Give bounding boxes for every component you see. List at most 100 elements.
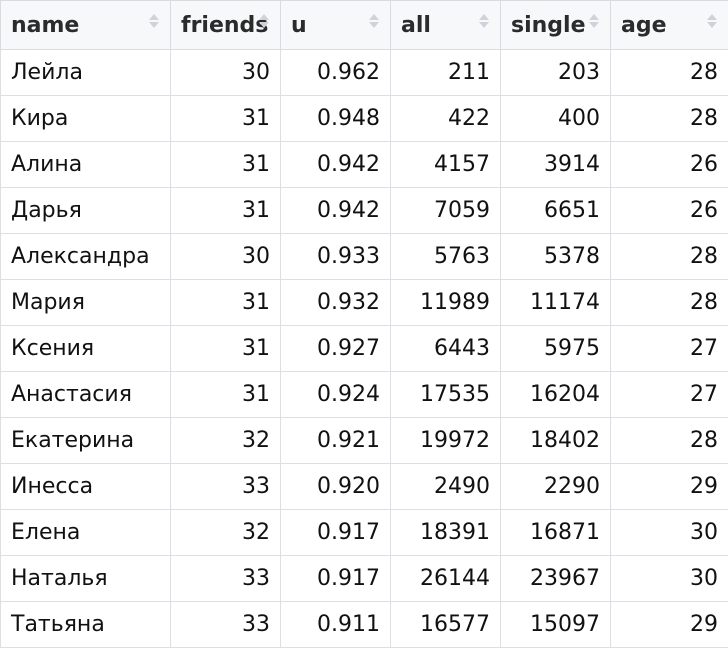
- cell-all: 211: [390, 49, 501, 96]
- cell-single: 2290: [500, 463, 611, 510]
- cell-name: Наталья: [0, 555, 171, 602]
- table-row: Александра 30 0.933 5763 5378 28: [0, 233, 728, 280]
- table-row: Екатерина 32 0.921 19972 18402 28: [0, 417, 728, 464]
- cell-all: 7059: [390, 187, 501, 234]
- cell-name: Алина: [0, 141, 171, 188]
- column-header-name[interactable]: name: [0, 0, 171, 50]
- sort-icon[interactable]: [368, 12, 380, 30]
- cell-single: 400: [500, 95, 611, 142]
- column-header-label: age: [621, 12, 667, 38]
- cell-all: 17535: [390, 371, 501, 418]
- cell-all: 18391: [390, 509, 501, 556]
- table-row: Ксения 31 0.927 6443 5975 27: [0, 325, 728, 372]
- column-header-age[interactable]: age: [610, 0, 728, 50]
- cell-all: 26144: [390, 555, 501, 602]
- sort-ascending-icon: [479, 14, 489, 20]
- cell-friends: 31: [170, 187, 281, 234]
- cell-name: Лейла: [0, 49, 171, 96]
- cell-friends: 32: [170, 417, 281, 464]
- cell-u: 0.917: [280, 509, 391, 556]
- cell-age: 29: [610, 463, 728, 510]
- sort-descending-icon: [259, 22, 269, 28]
- cell-age: 26: [610, 187, 728, 234]
- cell-u: 0.924: [280, 371, 391, 418]
- column-header-all[interactable]: all: [390, 0, 501, 50]
- cell-single: 6651: [500, 187, 611, 234]
- cell-u: 0.917: [280, 555, 391, 602]
- sort-icon[interactable]: [478, 12, 490, 30]
- table-row: Анастасия 31 0.924 17535 16204 27: [0, 371, 728, 418]
- sort-descending-icon: [707, 22, 717, 28]
- sort-descending-icon: [149, 22, 159, 28]
- column-header-label: u: [291, 12, 307, 38]
- column-header-label: single: [511, 12, 586, 38]
- table-row: Татьяна 33 0.911 16577 15097 29: [0, 601, 728, 648]
- column-header-label: friends: [181, 12, 269, 38]
- cell-age: 28: [610, 417, 728, 464]
- sort-icon[interactable]: [706, 12, 718, 30]
- cell-name: Мария: [0, 279, 171, 326]
- cell-friends: 31: [170, 279, 281, 326]
- cell-name: Дарья: [0, 187, 171, 234]
- cell-u: 0.920: [280, 463, 391, 510]
- cell-u: 0.911: [280, 601, 391, 648]
- cell-single: 5378: [500, 233, 611, 280]
- cell-u: 0.942: [280, 141, 391, 188]
- cell-single: 18402: [500, 417, 611, 464]
- sort-icon[interactable]: [258, 12, 270, 30]
- cell-friends: 33: [170, 601, 281, 648]
- cell-single: 16871: [500, 509, 611, 556]
- cell-all: 5763: [390, 233, 501, 280]
- cell-u: 0.942: [280, 187, 391, 234]
- cell-name: Анастасия: [0, 371, 171, 418]
- cell-friends: 31: [170, 95, 281, 142]
- column-header-label: name: [11, 12, 80, 38]
- cell-u: 0.962: [280, 49, 391, 96]
- table-row: Инесса 33 0.920 2490 2290 29: [0, 463, 728, 510]
- table-body: Лейла 30 0.962 211 203 28 Кира 31 0.948 422 400 28 А…: [0, 49, 728, 648]
- cell-friends: 31: [170, 371, 281, 418]
- column-header-friends[interactable]: friends: [170, 0, 281, 50]
- table-row: Кира 31 0.948 422 400 28: [0, 95, 728, 142]
- cell-u: 0.921: [280, 417, 391, 464]
- table-row: Лейла 30 0.962 211 203 28: [0, 49, 728, 96]
- table-row: Мария 31 0.932 11989 11174 28: [0, 279, 728, 326]
- cell-all: 19972: [390, 417, 501, 464]
- cell-friends: 32: [170, 509, 281, 556]
- table-row: Дарья 31 0.942 7059 6651 26: [0, 187, 728, 234]
- sort-ascending-icon: [149, 14, 159, 20]
- column-header-label: all: [401, 12, 431, 38]
- sort-icon[interactable]: [148, 12, 160, 30]
- cell-name: Татьяна: [0, 601, 171, 648]
- cell-age: 27: [610, 371, 728, 418]
- cell-name: Александра: [0, 233, 171, 280]
- cell-age: 26: [610, 141, 728, 188]
- sort-descending-icon: [369, 22, 379, 28]
- cell-name: Елена: [0, 509, 171, 556]
- cell-name: Ксения: [0, 325, 171, 372]
- cell-single: 203: [500, 49, 611, 96]
- cell-all: 422: [390, 95, 501, 142]
- sort-icon[interactable]: [588, 12, 600, 30]
- cell-all: 2490: [390, 463, 501, 510]
- cell-single: 23967: [500, 555, 611, 602]
- cell-u: 0.948: [280, 95, 391, 142]
- cell-all: 6443: [390, 325, 501, 372]
- cell-age: 28: [610, 95, 728, 142]
- column-header-u[interactable]: u: [280, 0, 391, 50]
- cell-friends: 33: [170, 555, 281, 602]
- cell-friends: 30: [170, 49, 281, 96]
- table-row: Наталья 33 0.917 26144 23967 30: [0, 555, 728, 602]
- cell-friends: 31: [170, 141, 281, 188]
- cell-age: 28: [610, 49, 728, 96]
- sort-ascending-icon: [259, 14, 269, 20]
- cell-all: 11989: [390, 279, 501, 326]
- cell-all: 4157: [390, 141, 501, 188]
- cell-age: 27: [610, 325, 728, 372]
- column-header-single[interactable]: single: [500, 0, 611, 50]
- cell-u: 0.927: [280, 325, 391, 372]
- cell-name: Кира: [0, 95, 171, 142]
- sort-ascending-icon: [369, 14, 379, 20]
